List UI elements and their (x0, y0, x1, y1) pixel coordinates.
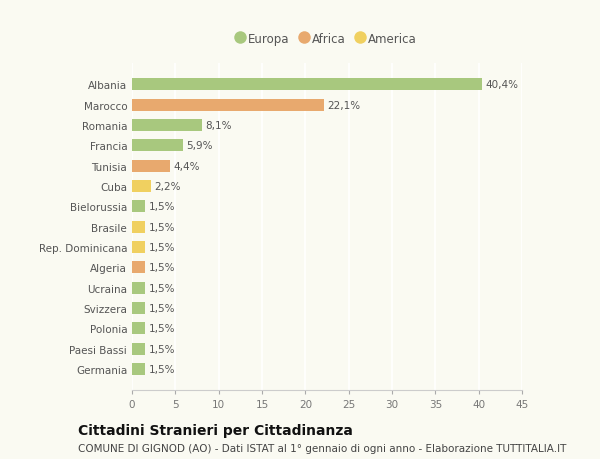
Text: 1,5%: 1,5% (148, 364, 175, 374)
Bar (132, 302, 145, 314)
Text: 2,2%: 2,2% (155, 182, 181, 191)
Text: 1,5%: 1,5% (148, 283, 175, 293)
Text: Cittadini Stranieri per Cittadinanza: Cittadini Stranieri per Cittadinanza (78, 423, 353, 437)
Bar (132, 241, 145, 253)
Bar (132, 282, 145, 294)
Bar (132, 180, 151, 193)
Bar (132, 262, 145, 274)
Bar (132, 99, 323, 112)
Text: 1,5%: 1,5% (148, 303, 175, 313)
Text: 8,1%: 8,1% (206, 121, 232, 131)
Bar (132, 140, 183, 152)
Bar (132, 323, 145, 335)
Text: 22,1%: 22,1% (327, 101, 360, 111)
Text: 5,9%: 5,9% (187, 141, 213, 151)
Legend: Europa, Africa, America: Europa, Africa, America (233, 28, 421, 50)
Text: 40,4%: 40,4% (485, 80, 518, 90)
Bar (132, 221, 145, 233)
Bar (132, 363, 145, 375)
Text: 1,5%: 1,5% (148, 344, 175, 354)
Text: 1,5%: 1,5% (148, 263, 175, 273)
Text: COMUNE DI GIGNOD (AO) - Dati ISTAT al 1° gennaio di ogni anno - Elaborazione TUT: COMUNE DI GIGNOD (AO) - Dati ISTAT al 1°… (78, 443, 566, 453)
Bar (132, 201, 145, 213)
Text: 1,5%: 1,5% (148, 324, 175, 334)
Bar (132, 120, 202, 132)
Text: 1,5%: 1,5% (148, 242, 175, 252)
Bar (132, 343, 145, 355)
Bar (132, 160, 170, 173)
Bar (132, 79, 482, 91)
Text: 4,4%: 4,4% (173, 162, 200, 171)
Text: 1,5%: 1,5% (148, 222, 175, 232)
Text: 1,5%: 1,5% (148, 202, 175, 212)
